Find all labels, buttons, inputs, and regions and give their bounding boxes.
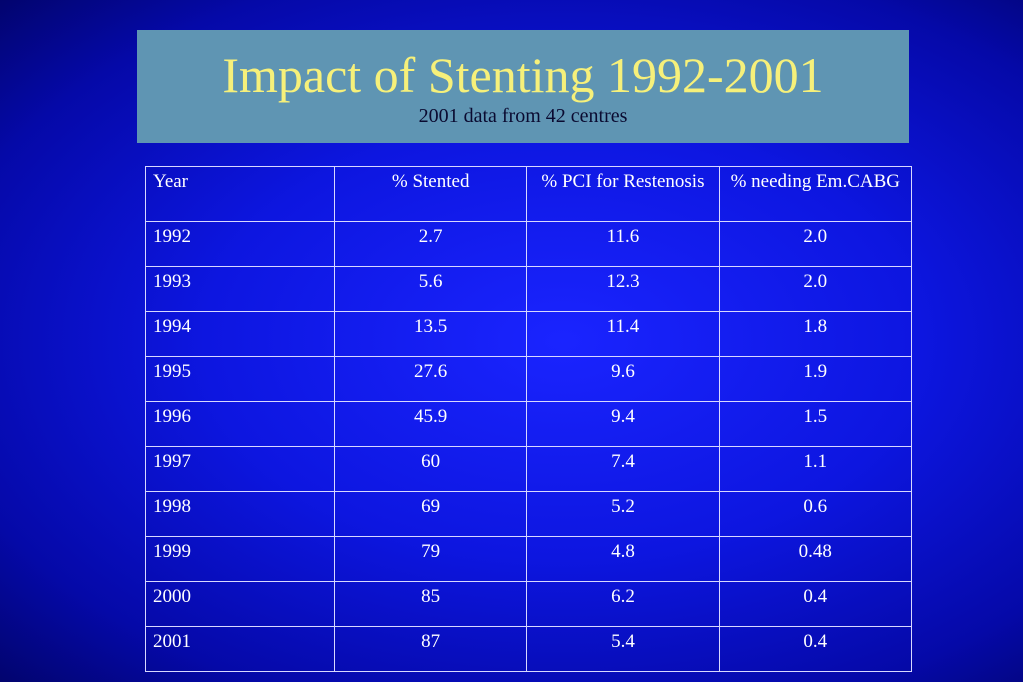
cell-year: 1997 [144, 446, 336, 492]
cell-stented: 69 [334, 491, 528, 537]
cell-pci-restenosis: 4.8 [526, 536, 720, 582]
cell-stented: 13.5 [334, 311, 528, 357]
cell-em-cabg: 0.48 [718, 536, 913, 582]
cell-em-cabg: 1.8 [718, 311, 913, 357]
table-row: 1995 27.6 9.6 1.9 [144, 356, 913, 402]
cell-em-cabg: 1.5 [718, 401, 913, 447]
cell-year: 1996 [144, 401, 336, 447]
slide-subtitle: 2001 data from 42 centres [418, 105, 628, 127]
cell-pci-restenosis: 7.4 [526, 446, 720, 492]
cell-year: 1993 [144, 266, 336, 312]
cell-em-cabg: 2.0 [718, 221, 913, 267]
table-row: 2000 85 6.2 0.4 [144, 581, 913, 627]
table-row: 1992 2.7 11.6 2.0 [144, 221, 913, 267]
table-row: 1993 5.6 12.3 2.0 [144, 266, 913, 312]
cell-year: 1992 [144, 221, 336, 267]
cell-pci-restenosis: 5.4 [526, 626, 720, 672]
cell-em-cabg: 0.6 [718, 491, 913, 537]
cell-em-cabg: 2.0 [718, 266, 913, 312]
cell-stented: 2.7 [334, 221, 528, 267]
header-year: Year [144, 166, 336, 222]
stenting-table: Year % Stented % PCI for Restenosis % ne… [144, 166, 913, 672]
cell-year: 2001 [144, 626, 336, 672]
cell-pci-restenosis: 11.4 [526, 311, 720, 357]
title-box: Impact of Stenting 1992-2001 2001 data f… [137, 30, 909, 143]
cell-year: 1995 [144, 356, 336, 402]
cell-em-cabg: 0.4 [718, 581, 913, 627]
table-row: 2001 87 5.4 0.4 [144, 626, 913, 672]
slide-title: Impact of Stenting 1992-2001 [222, 47, 824, 103]
table-row: 1994 13.5 11.4 1.8 [144, 311, 913, 357]
cell-stented: 79 [334, 536, 528, 582]
cell-pci-restenosis: 12.3 [526, 266, 720, 312]
header-em-cabg: % needing Em.CABG [718, 166, 913, 222]
table-row: 1999 79 4.8 0.48 [144, 536, 913, 582]
header-pci-restenosis: % PCI for Restenosis [526, 166, 720, 222]
cell-stented: 45.9 [334, 401, 528, 447]
table-row: 1997 60 7.4 1.1 [144, 446, 913, 492]
table-header-row: Year % Stented % PCI for Restenosis % ne… [144, 166, 913, 222]
cell-year: 1994 [144, 311, 336, 357]
cell-stented: 85 [334, 581, 528, 627]
table-body: 1992 2.7 11.6 2.0 1993 5.6 12.3 2.0 1994 13.5 11.4… [144, 221, 913, 672]
cell-pci-restenosis: 9.6 [526, 356, 720, 402]
cell-pci-restenosis: 9.4 [526, 401, 720, 447]
cell-pci-restenosis: 6.2 [526, 581, 720, 627]
cell-em-cabg: 0.4 [718, 626, 913, 672]
cell-year: 1999 [144, 536, 336, 582]
cell-pci-restenosis: 5.2 [526, 491, 720, 537]
header-stented: % Stented [334, 166, 528, 222]
table-row: 1996 45.9 9.4 1.5 [144, 401, 913, 447]
cell-stented: 27.6 [334, 356, 528, 402]
cell-year: 2000 [144, 581, 336, 627]
table-row: 1998 69 5.2 0.6 [144, 491, 913, 537]
cell-em-cabg: 1.1 [718, 446, 913, 492]
cell-em-cabg: 1.9 [718, 356, 913, 402]
cell-year: 1998 [144, 491, 336, 537]
cell-stented: 60 [334, 446, 528, 492]
cell-pci-restenosis: 11.6 [526, 221, 720, 267]
cell-stented: 5.6 [334, 266, 528, 312]
cell-stented: 87 [334, 626, 528, 672]
